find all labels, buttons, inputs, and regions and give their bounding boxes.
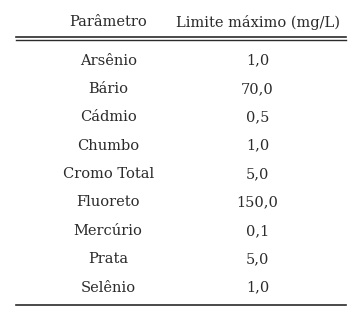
Text: 1,0: 1,0	[246, 54, 269, 68]
Text: 5,0: 5,0	[246, 252, 269, 266]
Text: 70,0: 70,0	[241, 82, 274, 96]
Text: Cádmio: Cádmio	[80, 111, 136, 124]
Text: Cromo Total: Cromo Total	[63, 167, 154, 181]
Text: Prata: Prata	[88, 252, 128, 266]
Text: Arsênio: Arsênio	[80, 54, 136, 68]
Text: Selênio: Selênio	[81, 280, 136, 295]
Text: Fluoreto: Fluoreto	[76, 196, 140, 209]
Text: 0,1: 0,1	[246, 224, 269, 238]
Text: Mercúrio: Mercúrio	[74, 224, 143, 238]
Text: Chumbo: Chumbo	[77, 139, 139, 153]
Text: 1,0: 1,0	[246, 139, 269, 153]
Text: Parâmetro: Parâmetro	[69, 15, 147, 30]
Text: 1,0: 1,0	[246, 280, 269, 295]
Text: Limite máximo (mg/L): Limite máximo (mg/L)	[176, 15, 340, 30]
Text: 0,5: 0,5	[246, 111, 269, 124]
Text: 5,0: 5,0	[246, 167, 269, 181]
Text: 150,0: 150,0	[237, 196, 278, 209]
Text: Bário: Bário	[88, 82, 128, 96]
